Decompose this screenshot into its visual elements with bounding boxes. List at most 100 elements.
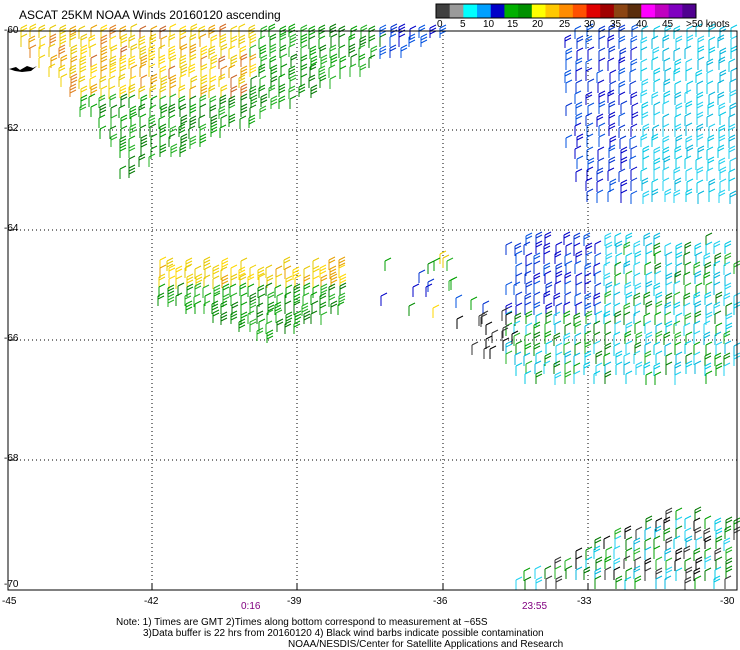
wind-barb — [640, 167, 648, 181]
wind-barb — [664, 188, 672, 202]
wind-barb — [228, 64, 236, 78]
wind-barb — [653, 101, 661, 115]
wind-barb — [608, 100, 616, 114]
wind-barb — [276, 318, 284, 332]
wind-barb — [502, 337, 510, 351]
wind-barb — [708, 188, 716, 202]
wind-barb — [693, 517, 701, 531]
wind-barb — [179, 54, 187, 68]
wind-barb — [220, 311, 228, 325]
wind-barb — [641, 78, 649, 92]
wind-barb — [583, 232, 591, 246]
wind-barb — [584, 262, 592, 276]
wind-barb — [159, 95, 167, 109]
wind-barb — [613, 557, 621, 571]
wind-barb — [604, 290, 612, 304]
wind-barb — [683, 545, 691, 559]
wind-barb — [110, 133, 118, 147]
wind-barb — [618, 91, 626, 105]
wind-barb — [575, 301, 583, 315]
wind-barb — [642, 190, 650, 204]
wind-barb — [218, 73, 226, 87]
wind-barb — [642, 145, 650, 159]
wind-barb — [535, 350, 543, 364]
wind-barb — [140, 54, 148, 68]
wind-barb — [188, 125, 196, 139]
lat-label: -70 — [4, 579, 19, 590]
wind-barb — [259, 105, 267, 119]
wind-barb — [685, 360, 693, 374]
wind-barb — [643, 291, 651, 305]
wind-barb — [684, 45, 692, 59]
wind-barb — [70, 44, 78, 58]
wind-barb — [585, 67, 593, 81]
wind-barb — [481, 310, 489, 324]
wind-barb — [651, 188, 659, 202]
wind-barb — [725, 302, 733, 316]
wind-barb — [663, 527, 671, 541]
wind-barb — [189, 103, 197, 117]
wind-barb — [664, 575, 672, 589]
wind-barb — [653, 362, 661, 376]
wind-barb — [128, 155, 136, 169]
wind-barb — [728, 134, 736, 148]
wind-barb — [535, 231, 543, 245]
wind-barb — [533, 331, 541, 345]
wind-barb — [329, 23, 337, 37]
wind-barb — [505, 350, 513, 364]
wind-barb — [615, 361, 623, 375]
wind-barb — [725, 312, 733, 326]
wind-barb — [318, 24, 326, 38]
wind-barb — [664, 342, 672, 356]
wind-barb — [109, 93, 117, 107]
wind-barb — [686, 144, 694, 158]
wind-barb — [200, 63, 208, 77]
wind-barb — [39, 35, 47, 49]
wind-barb — [634, 575, 642, 589]
wind-barb — [328, 293, 336, 307]
wind-barb — [641, 111, 649, 125]
wind-barb — [338, 33, 346, 47]
wind-barb — [608, 45, 616, 59]
wind-barb — [120, 125, 128, 139]
wind-barb — [368, 54, 376, 68]
wind-barb — [564, 557, 572, 571]
wind-barb — [708, 123, 716, 137]
wind-barb — [633, 565, 641, 579]
colorbar-swatch — [531, 4, 546, 18]
wind-barb — [573, 370, 581, 384]
wind-barb — [729, 78, 737, 92]
wind-barb — [703, 331, 711, 345]
colorbar-swatch — [449, 4, 464, 18]
wind-barb — [728, 113, 736, 127]
wind-barb — [330, 273, 338, 287]
wind-barb — [598, 47, 606, 61]
wind-barb — [318, 65, 326, 79]
wind-barb — [585, 112, 593, 126]
wind-barb — [694, 526, 702, 540]
wind-barb — [189, 135, 197, 149]
wind-barb — [662, 113, 670, 127]
colorbar-label: 20 — [532, 19, 544, 30]
wind-barb — [265, 282, 273, 296]
wind-barb — [433, 257, 441, 271]
wind-barb — [728, 177, 736, 191]
wind-barb — [533, 301, 541, 315]
wind-barb — [696, 123, 704, 137]
island-outline — [9, 66, 37, 72]
wind-barb — [614, 232, 622, 246]
wind-barb — [210, 114, 218, 128]
wind-barb — [109, 55, 117, 69]
wind-barb — [149, 123, 157, 137]
wind-barb — [359, 35, 367, 49]
wind-barb — [695, 251, 703, 265]
wind-barb — [228, 95, 236, 109]
wind-barb — [675, 516, 683, 530]
wind-barb — [706, 113, 714, 127]
wind-barb — [684, 155, 692, 169]
wind-barb — [594, 301, 602, 315]
wind-barb — [100, 64, 108, 78]
wind-barb — [665, 557, 673, 571]
wind-barb — [593, 262, 601, 276]
wind-barb — [613, 291, 621, 305]
